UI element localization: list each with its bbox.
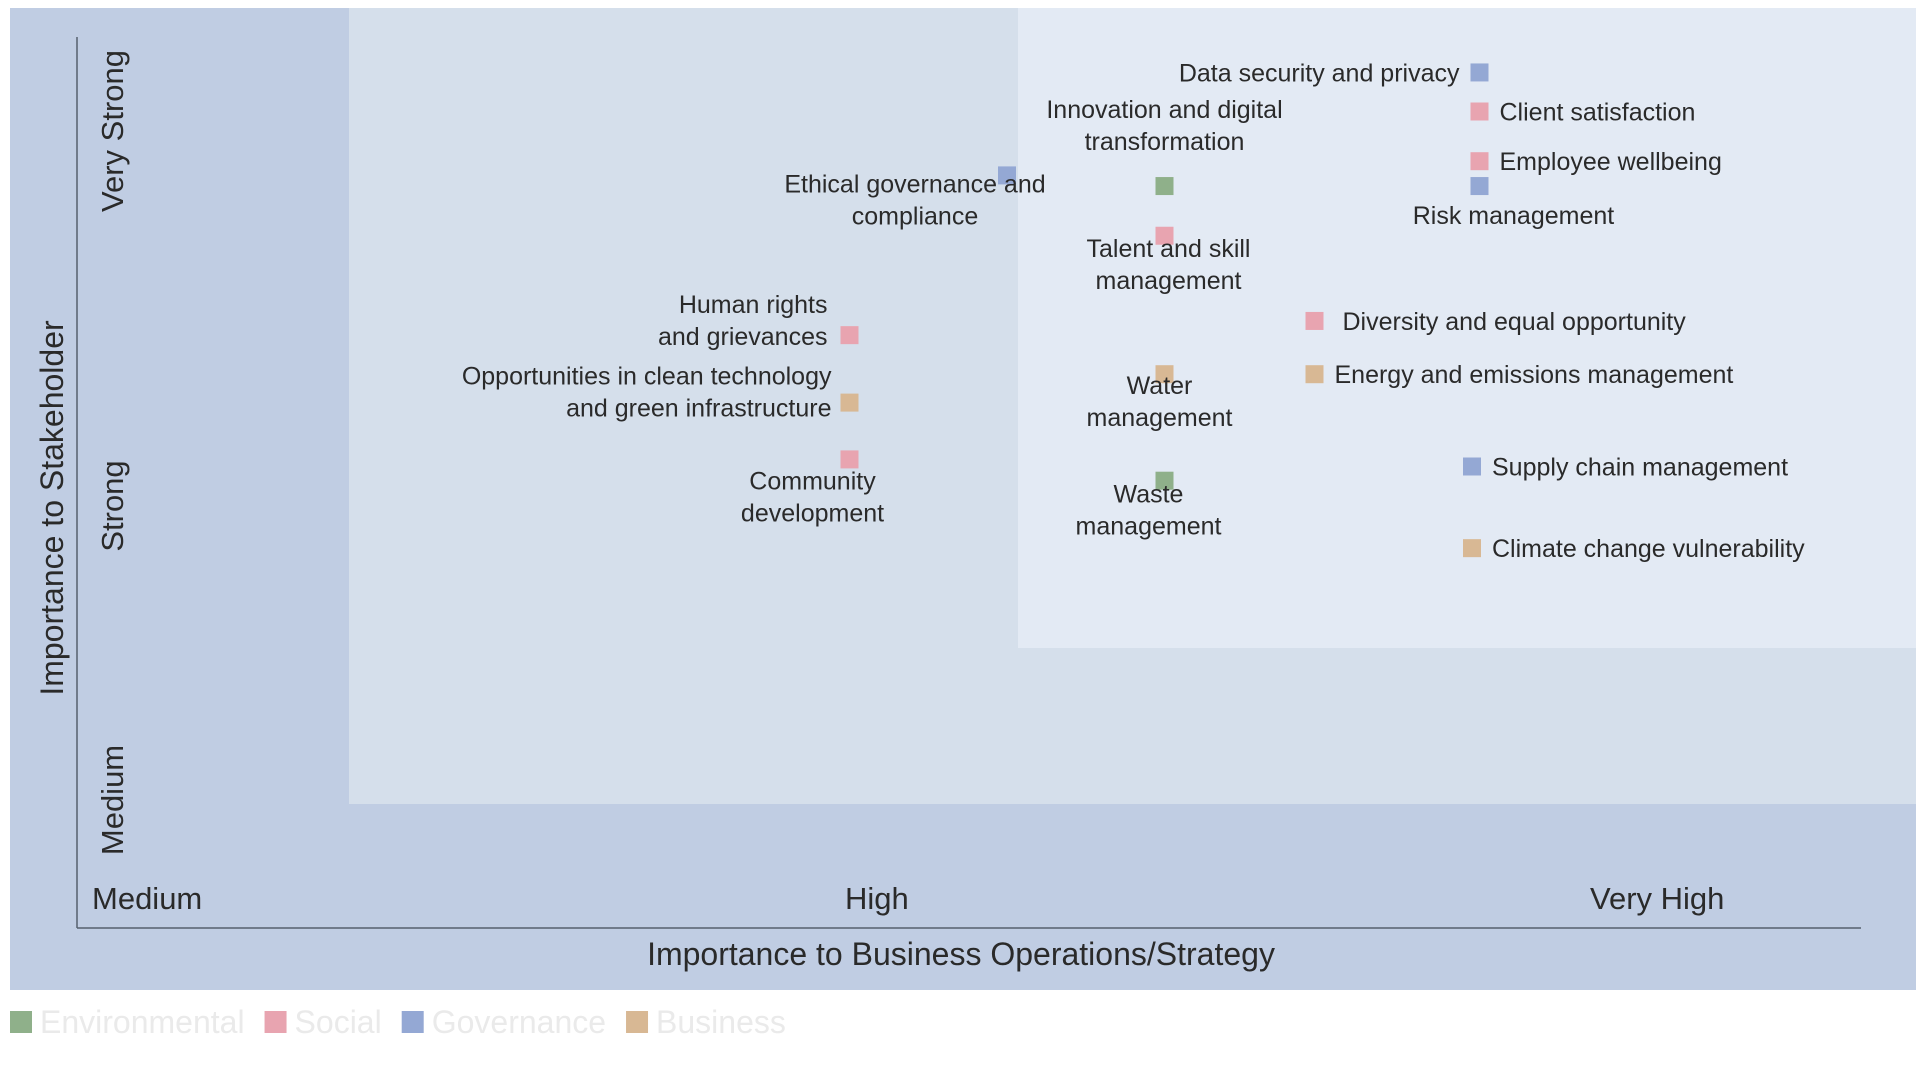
point-label-human-rights-and-grievances: Human rights and grievances	[658, 291, 828, 351]
point-marker-water-management	[1155, 365, 1174, 384]
point-label-data-security-and-privacy: Data security and privacy	[1179, 59, 1460, 87]
point-label-energy-and-emissions-management: Energy and emissions management	[1335, 361, 1734, 389]
point-marker-community-development	[840, 450, 859, 469]
y-tick-medium: Medium	[95, 745, 130, 855]
y-tick-very-strong: Very Strong	[95, 50, 130, 212]
point-marker-human-rights-and-grievances	[840, 326, 859, 345]
legend-swatch-business	[626, 1011, 649, 1033]
x-axis-title: Importance to Business Operations/Strate…	[647, 936, 1275, 972]
point-marker-diversity-and-equal-opportunity	[1305, 311, 1324, 330]
legend-label-social: Social	[295, 1004, 382, 1040]
point-marker-client-satisfaction	[1470, 102, 1489, 121]
x-tick-very-high: Very High	[1590, 881, 1724, 916]
x-tick-medium: Medium	[92, 881, 202, 916]
point-label-ethical-governance-and-compliance: Ethical governance and compliance	[784, 170, 1045, 230]
legend-swatch-governance	[401, 1011, 424, 1033]
point-marker-waste-management	[1155, 471, 1174, 490]
y-tick-strong: Strong	[95, 460, 130, 551]
point-marker-risk-management	[1470, 177, 1489, 196]
point-label-water-management: Water management	[1087, 372, 1233, 432]
point-label-climate-change-vulnerability: Climate change vulnerability	[1492, 535, 1805, 563]
legend-swatch-social	[264, 1011, 287, 1033]
point-label-community-development: Community development	[741, 467, 884, 527]
x-tick-high: High	[845, 881, 909, 916]
point-label-risk-management: Risk management	[1413, 202, 1615, 230]
point-label-employee-wellbeing: Employee wellbeing	[1500, 148, 1722, 176]
point-marker-innovation-and-digital-transformation	[1155, 177, 1174, 196]
point-marker-opportunities-in-clean-technology-and-green-infrastructure	[840, 393, 859, 412]
point-marker-data-security-and-privacy	[1470, 63, 1489, 82]
point-marker-talent-and-skill-management	[1155, 226, 1174, 245]
point-label-waste-management: Waste management	[1076, 481, 1222, 541]
point-marker-supply-chain-management	[1463, 457, 1481, 476]
y-axis-title: Importance to Stakeholder	[34, 320, 70, 696]
points-layer	[840, 63, 1489, 558]
legend-label-environmental: Environmental	[40, 1004, 245, 1040]
labels-layer: Data security and privacy Client satisfac…	[462, 59, 1805, 563]
legend-label-governance: Governance	[432, 1004, 606, 1040]
point-marker-energy-and-emissions-management	[1305, 365, 1324, 384]
point-label-opportunities-in-clean-technology-and-green-infrastructure: Opportunities in clean technology and gre…	[462, 363, 832, 423]
point-marker-climate-change-vulnerability	[1463, 539, 1481, 558]
point-label-talent-and-skill-management: Talent and skill management	[1087, 235, 1251, 295]
legend: Environmental Social Governance Business	[10, 1004, 786, 1040]
legend-swatch-environmental	[10, 1011, 32, 1033]
point-label-supply-chain-management: Supply chain management	[1492, 454, 1788, 482]
point-marker-ethical-governance-and-compliance	[998, 166, 1016, 185]
point-marker-employee-wellbeing	[1470, 152, 1489, 171]
point-label-innovation-and-digital-transformation: Innovation and digital transformation	[1046, 96, 1282, 156]
point-label-diversity-and-equal-opportunity: Diversity and equal opportunity	[1343, 308, 1687, 336]
legend-label-business: Business	[656, 1004, 786, 1040]
point-label-client-satisfaction: Client satisfaction	[1500, 99, 1696, 127]
